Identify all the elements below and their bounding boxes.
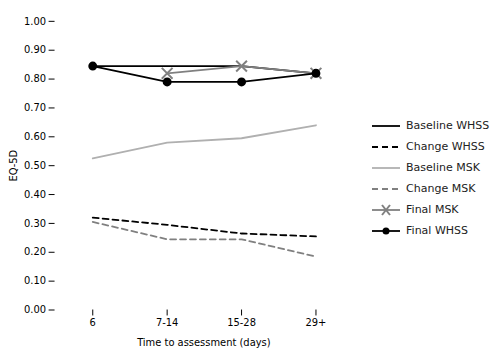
html-text:Change MSK: Change MSK [406, 182, 476, 195]
svg-text:0.60: 0.60 [24, 131, 46, 142]
svg-text:0.30: 0.30 [24, 218, 46, 229]
html-text:Baseline MSK: Baseline MSK [406, 161, 480, 174]
svg-text:0.50: 0.50 [24, 160, 46, 171]
svg-text:0.90: 0.90 [24, 45, 46, 56]
svg-text:0.80: 0.80 [24, 74, 46, 85]
svg-text:15-28: 15-28 [227, 317, 256, 328]
svg-text:29+: 29+ [306, 317, 327, 328]
svg-text:EQ-5D: EQ-5D [8, 150, 19, 182]
svg-text:0.10: 0.10 [24, 276, 46, 287]
html-text:Final MSK: Final MSK [406, 203, 459, 216]
svg-text:6: 6 [90, 317, 96, 328]
svg-text:1.00: 1.00 [24, 16, 46, 27]
html-text:Baseline WHSS: Baseline WHSS [406, 119, 490, 132]
html-text:Final WHSS: Final WHSS [406, 224, 468, 237]
svg-text:Time to assessment (days): Time to assessment (days) [136, 337, 271, 348]
svg-text:0.70: 0.70 [24, 103, 46, 114]
svg-text:0.40: 0.40 [24, 189, 46, 200]
html-text:Change WHSS: Change WHSS [406, 140, 485, 153]
svg-text:0.00: 0.00 [24, 305, 46, 316]
svg-text:7-14: 7-14 [156, 317, 178, 328]
svg-text:0.20: 0.20 [24, 247, 46, 258]
